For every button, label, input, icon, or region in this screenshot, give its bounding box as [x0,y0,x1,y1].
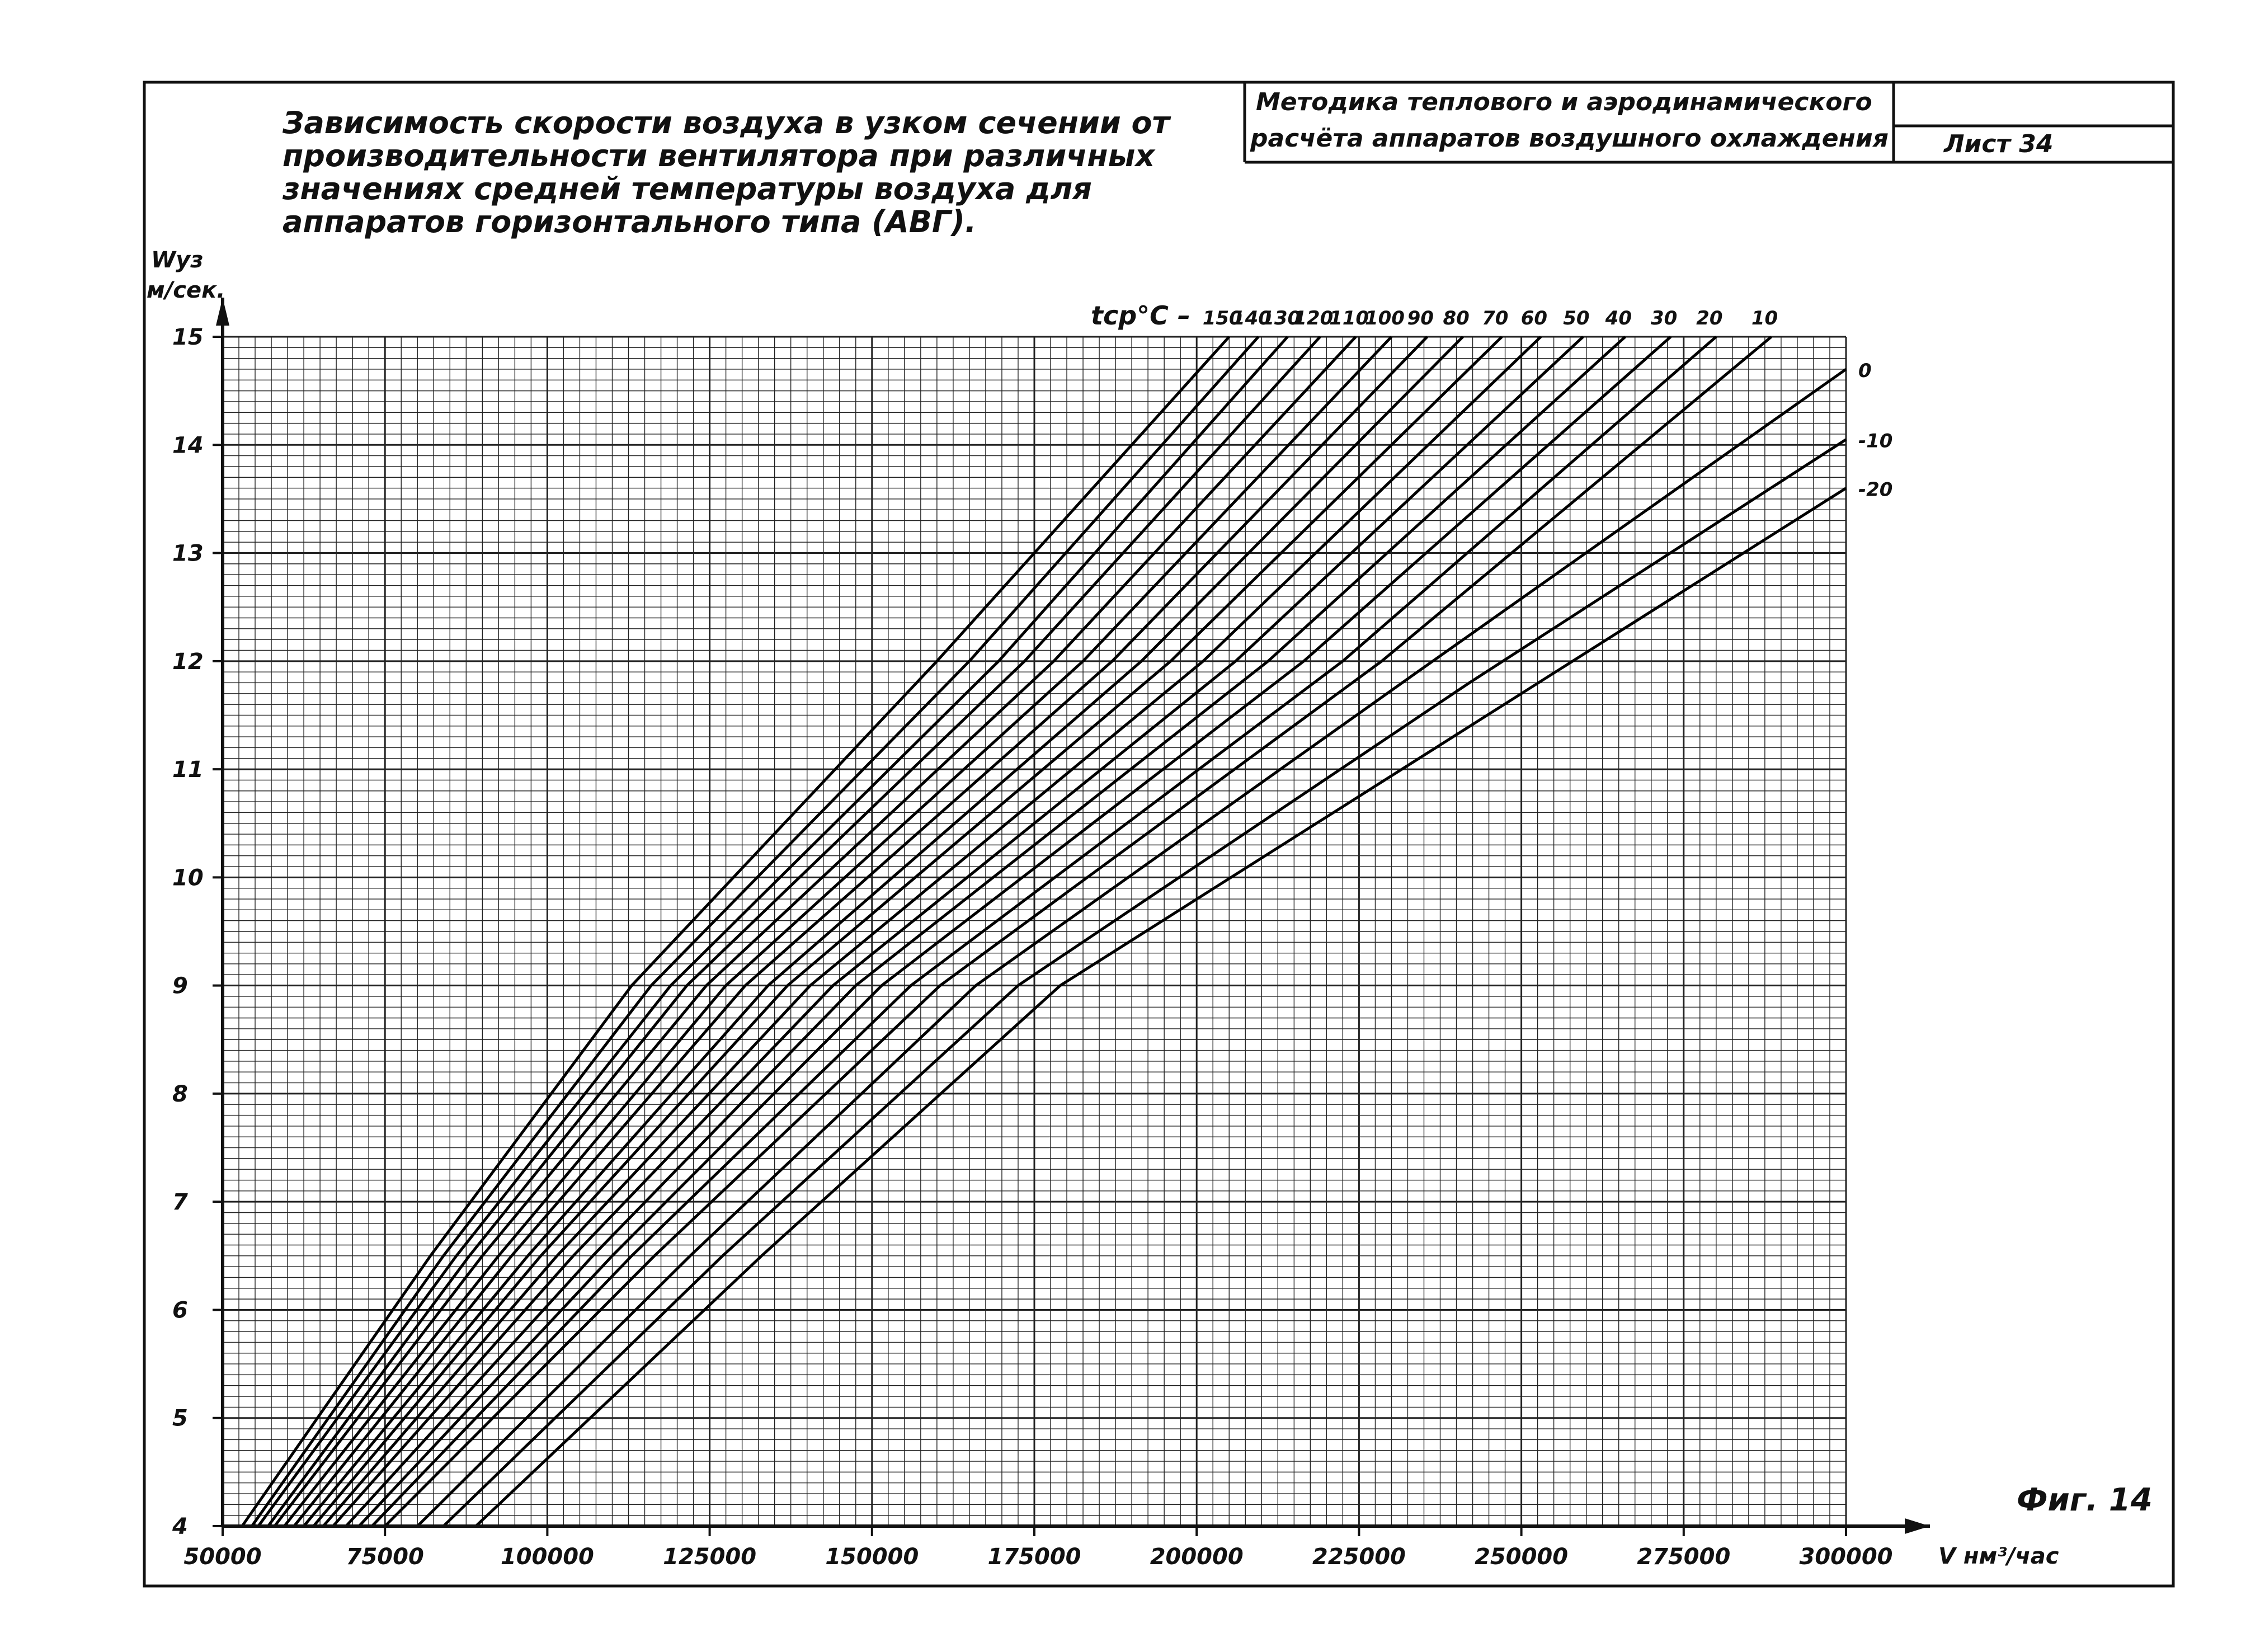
figure-label: Фиг. 14 [2017,1482,2153,1518]
x-tick-label: 100000 [501,1544,594,1570]
series-line-30 [357,336,1672,1527]
x-tick-label: 250000 [1475,1544,1568,1570]
y-tick-label: 4 [172,1514,188,1540]
series-line-10 [384,336,1773,1527]
y-tick-label: 11 [172,757,204,783]
y-tick-label: 6 [172,1297,188,1323]
x-tick-label: 225000 [1312,1544,1406,1570]
y-tick-label: 10 [172,865,204,891]
series-line-150 [241,336,1231,1527]
sheet-frame [143,81,2175,1588]
series-label-80: 80 [1443,307,1469,330]
series-line-130 [257,336,1289,1527]
x-tick-label: 150000 [825,1544,919,1570]
series-line-140 [251,336,1260,1527]
x-tick-label: 50000 [183,1544,261,1570]
stamp-line-2: расчёта аппаратов воздушного охлаждения [1250,124,1889,153]
x-tick-label: 175000 [988,1544,1081,1570]
series-label-120: 120 [1293,307,1333,330]
x-tick-label: 275000 [1637,1544,1730,1570]
series-line-120 [267,336,1321,1527]
y-tick-label: 15 [172,324,204,350]
y-tick-label: 8 [172,1081,188,1107]
y-tick-label: 5 [172,1406,188,1432]
series-lines [241,336,1847,1527]
title-line-1: Зависимость скорости воздуха в узком сеч… [282,105,1171,140]
x-axis-arrow [1905,1518,1930,1534]
x-axis-ticks: 50000 75000 100000 125000 150000 175000 200000… [183,1526,1893,1570]
title-line-4: аппаратов горизонтального типа (АВГ). [282,204,976,239]
y-tick-label: 9 [172,973,188,999]
y-tick-label: 7 [172,1189,188,1215]
series-label-60: 60 [1521,307,1547,330]
y-axis-arrow [216,298,229,326]
series-line-40 [345,336,1626,1527]
series-line-60 [322,336,1542,1527]
x-tick-label: 200000 [1150,1544,1244,1570]
series-label-10: 10 [1751,307,1778,330]
sheet-number: Лист 34 [1943,130,2054,158]
series-line--20 [474,487,1847,1527]
x-axis-label: V нм³/час [1938,1543,2059,1569]
series-label--10: -10 [1858,430,1892,453]
axes [216,298,1930,1534]
title-line-2: производительности вентилятора при разли… [282,138,1156,173]
x-tick-label: 125000 [663,1544,756,1570]
series-line-110 [273,336,1357,1527]
series-line-100 [283,336,1393,1527]
title-block: Методика теплового и аэродинамического р… [1243,82,2173,164]
series-label-30: 30 [1651,307,1677,330]
series-label-40: 40 [1605,307,1632,330]
y-tick-label: 12 [172,649,204,675]
series-line--10 [442,438,1847,1527]
series-label-90: 90 [1407,307,1434,330]
series-line-50 [332,336,1584,1527]
series-label-140: 140 [1232,307,1272,330]
series-line-80 [303,336,1464,1527]
series-label-130: 130 [1261,307,1301,330]
y-axis-label-2: м/сек. [147,277,225,303]
y-tick-label: 14 [172,432,204,458]
series-label-150: 150 [1203,307,1242,330]
series-label-20: 20 [1696,307,1722,330]
series-label-70: 70 [1482,307,1508,330]
stamp-line-1: Методика теплового и аэродинамического [1256,88,1872,116]
series-line-70 [312,336,1503,1527]
series-line-20 [371,336,1717,1527]
series-label-110: 110 [1329,307,1369,330]
series-label-100: 100 [1365,307,1405,330]
y-tick-label: 13 [172,541,204,567]
x-tick-label: 75000 [346,1544,424,1570]
legend-prefix: tср°С – [1091,300,1190,331]
series-line-90 [293,336,1429,1527]
series-line-0 [416,368,1847,1527]
title-line-3: значениях средней температуры воздуха дл… [282,171,1092,206]
y-axis-label-1: Wуз [151,247,203,273]
series-label--20: -20 [1858,479,1892,501]
chart-title: Зависимость скорости воздуха в узком сеч… [282,105,1171,239]
series-label-50: 50 [1563,307,1589,330]
y-axis-ticks: 4 5 6 7 8 9 10 11 12 13 14 15 [172,324,223,1540]
x-tick-label: 300000 [1800,1544,1893,1570]
series-label-0: 0 [1858,360,1872,382]
